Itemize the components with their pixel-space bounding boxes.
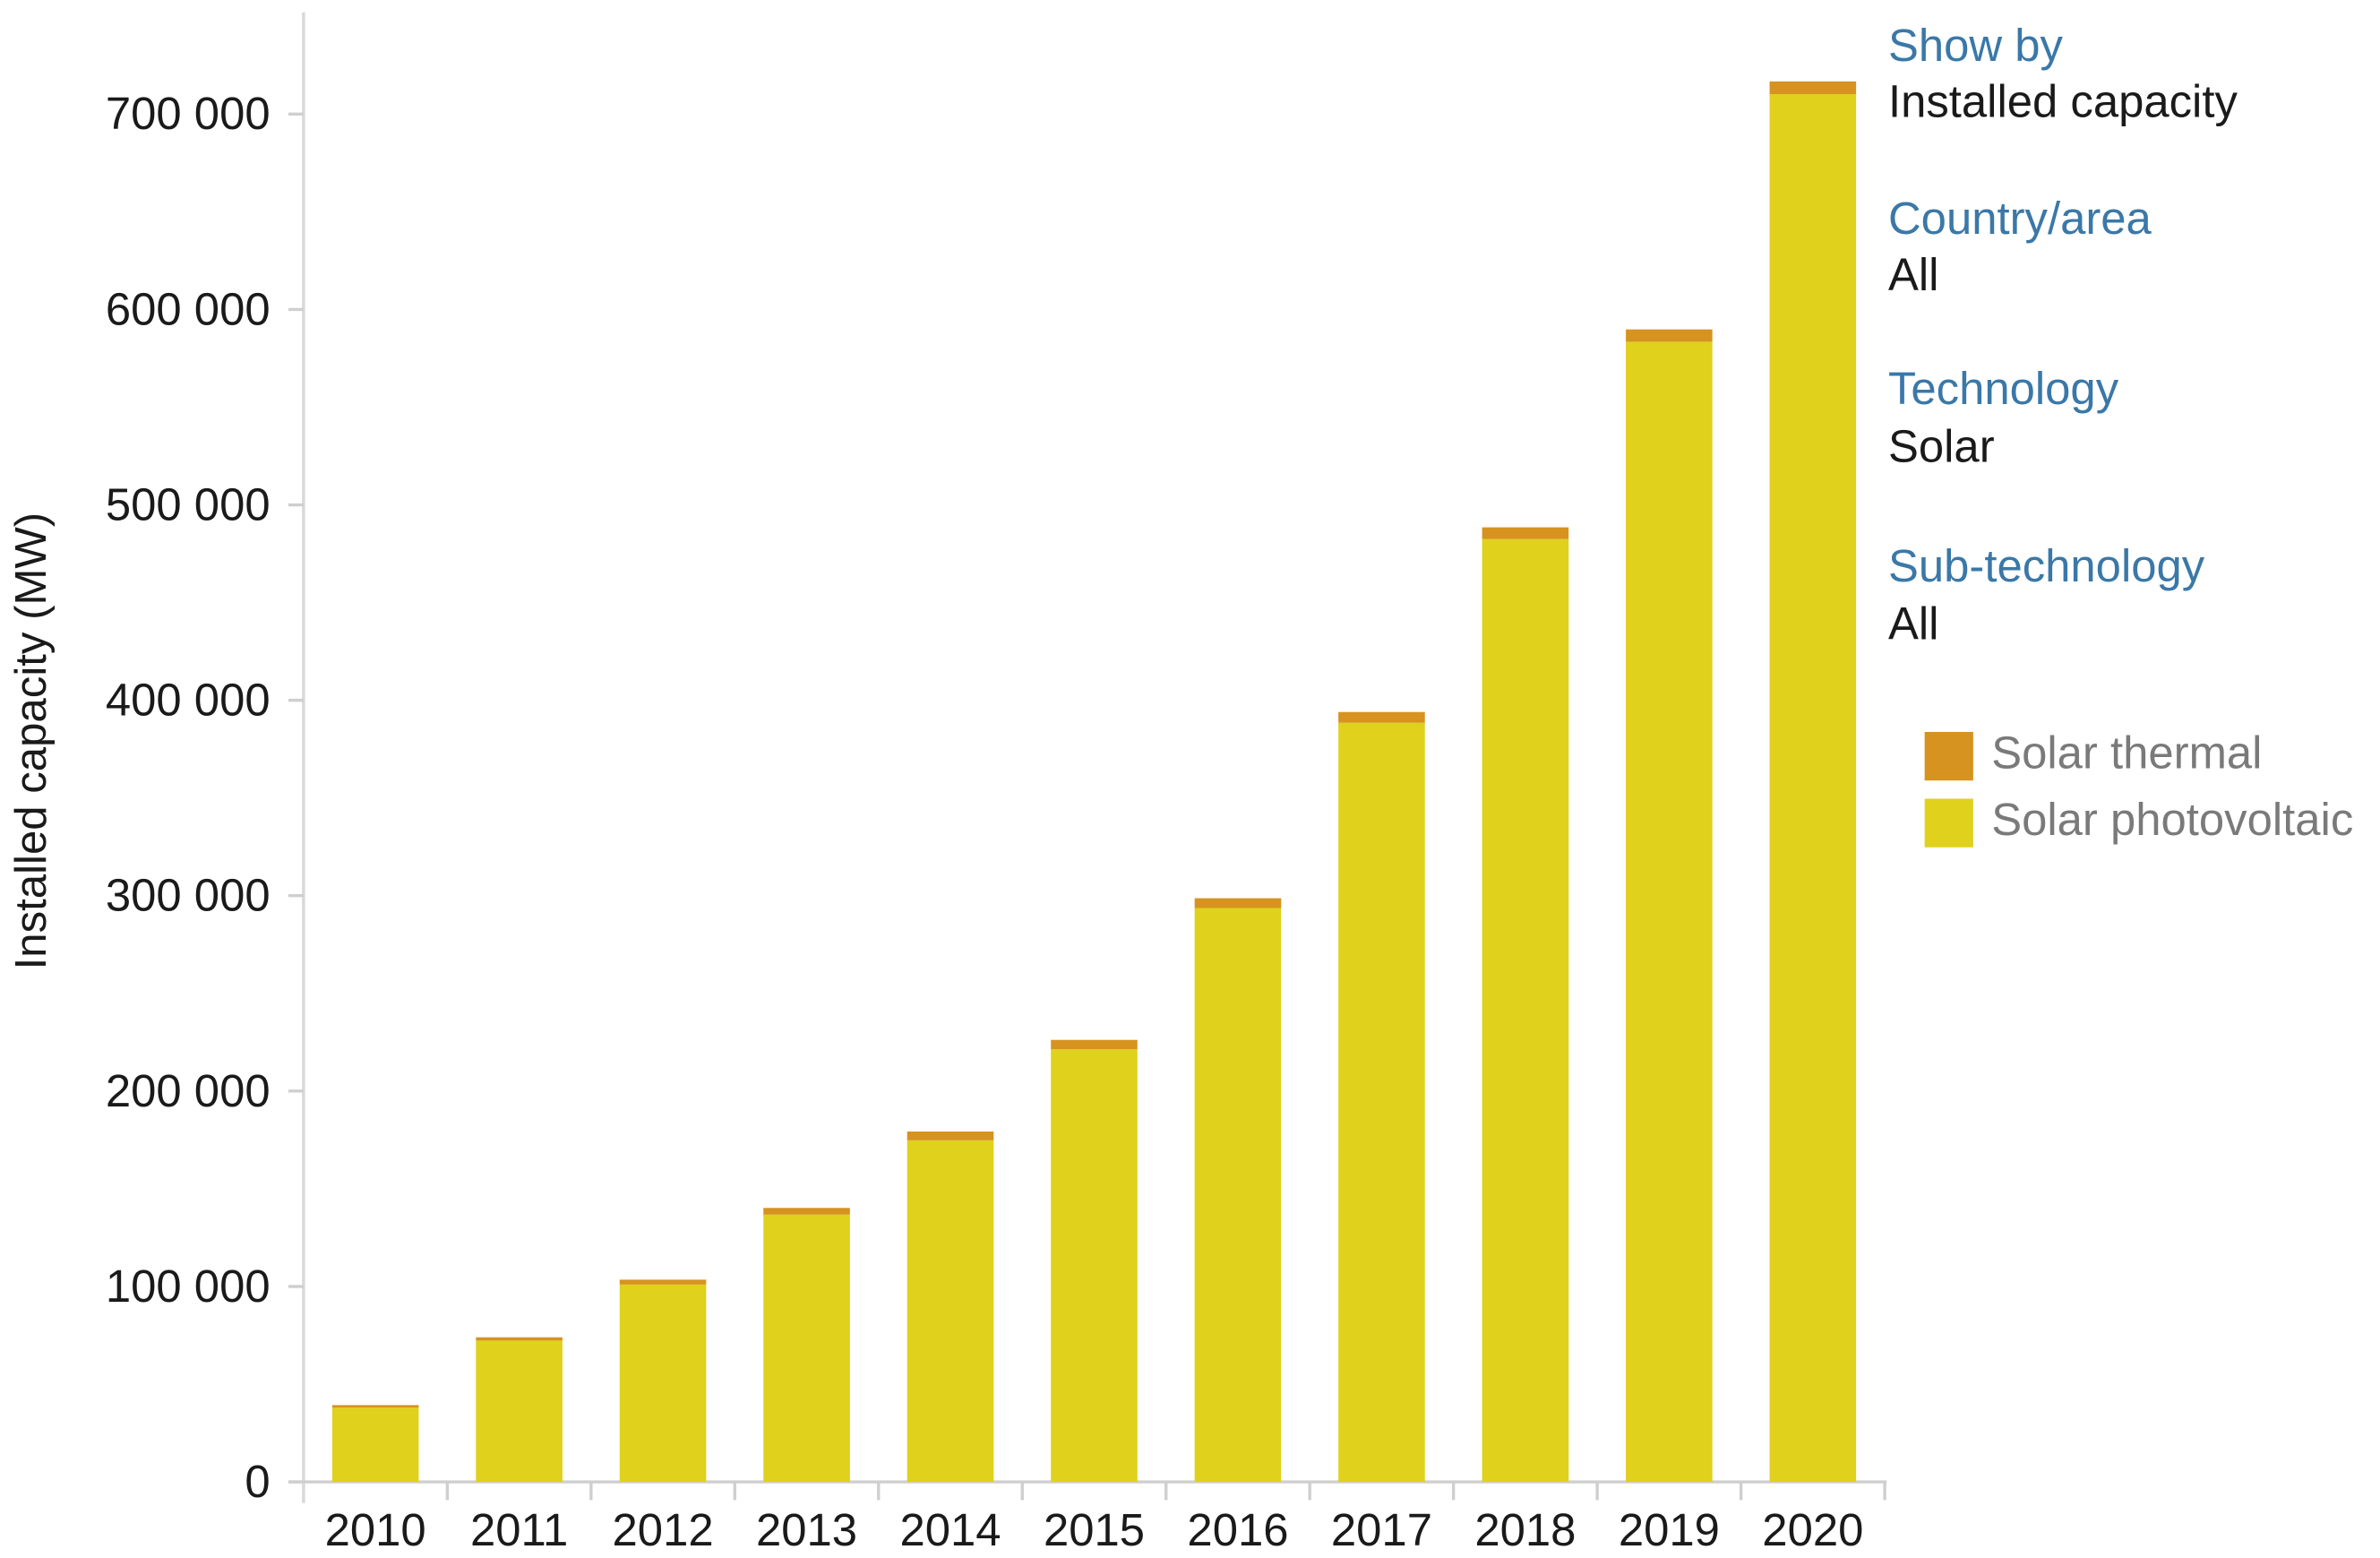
- y-tick-label: 300 000: [106, 870, 271, 921]
- legend-swatch-solar-photovoltaic: [1924, 798, 1973, 848]
- filter-technology-value[interactable]: Solar: [1888, 420, 1995, 471]
- filter-technology-heading[interactable]: Technology: [1888, 363, 2119, 414]
- bar-solar-photovoltaic-2020[interactable]: [1769, 94, 1857, 1483]
- filter-country-heading[interactable]: Country/area: [1888, 193, 2152, 244]
- x-tick-label: 2011: [470, 1504, 568, 1555]
- bar-solar-photovoltaic-2013[interactable]: [763, 1214, 850, 1483]
- bar-solar-thermal-2010[interactable]: [331, 1405, 419, 1408]
- bar-solar-photovoltaic-2012[interactable]: [619, 1284, 707, 1483]
- bar-solar-photovoltaic-2010[interactable]: [331, 1407, 419, 1483]
- bar-solar-photovoltaic-2015[interactable]: [1051, 1049, 1138, 1483]
- filter-panel: Show by Installed capacity Country/area …: [1888, 20, 2238, 650]
- bar-solar-photovoltaic-2017[interactable]: [1338, 722, 1425, 1483]
- y-tick-label: 600 000: [106, 283, 271, 334]
- bar-solar-photovoltaic-2019[interactable]: [1626, 341, 1713, 1483]
- x-tick-label: 2017: [1331, 1504, 1432, 1555]
- bar-solar-photovoltaic-2018[interactable]: [1482, 538, 1569, 1483]
- legend-label-solar-thermal[interactable]: Solar thermal: [1991, 727, 2262, 779]
- filter-country-value[interactable]: All: [1888, 249, 1939, 300]
- bar-solar-thermal-2017[interactable]: [1338, 711, 1425, 723]
- y-tick-label: 400 000: [106, 675, 271, 726]
- bar-solar-thermal-2016[interactable]: [1194, 898, 1282, 908]
- y-tick-label: 700 000: [106, 88, 271, 139]
- bar-solar-thermal-2013[interactable]: [763, 1208, 850, 1215]
- bar-solar-photovoltaic-2011[interactable]: [476, 1340, 563, 1483]
- y-tick-label: 500 000: [106, 478, 271, 529]
- filter-subtech-heading[interactable]: Sub-technology: [1888, 540, 2205, 591]
- x-tick-label: 2015: [1044, 1504, 1145, 1555]
- x-tick-label: 2010: [325, 1504, 426, 1555]
- bar-solar-thermal-2019[interactable]: [1626, 329, 1713, 342]
- x-tick-label: 2013: [756, 1504, 857, 1555]
- y-tick-label: 200 000: [106, 1065, 271, 1116]
- bar-solar-thermal-2014[interactable]: [906, 1131, 994, 1141]
- filter-show-by-value[interactable]: Installed capacity: [1888, 76, 2238, 127]
- bar-solar-thermal-2012[interactable]: [619, 1279, 707, 1285]
- bar-solar-thermal-2015[interactable]: [1051, 1039, 1138, 1050]
- legend: Solar thermal Solar photovoltaic: [1924, 727, 2353, 848]
- x-tick-label: 2020: [1762, 1504, 1863, 1555]
- filter-subtech-value[interactable]: All: [1888, 598, 1939, 650]
- bar-solar-thermal-2011[interactable]: [476, 1337, 563, 1341]
- y-axis-label: Installed capacity (MW): [7, 512, 56, 970]
- x-tick-label: 2019: [1619, 1504, 1720, 1555]
- legend-label-solar-photovoltaic[interactable]: Solar photovoltaic: [1991, 794, 2353, 845]
- y-tick-label: 100 000: [106, 1261, 271, 1312]
- filter-show-by-heading[interactable]: Show by: [1888, 20, 2064, 71]
- legend-swatch-solar-thermal: [1924, 731, 1973, 781]
- x-tick-label: 2016: [1187, 1504, 1288, 1555]
- bar-solar-thermal-2020[interactable]: [1769, 81, 1857, 95]
- y-tick-label: 0: [245, 1456, 270, 1507]
- x-tick-label: 2014: [899, 1504, 1001, 1555]
- bar-solar-thermal-2018[interactable]: [1482, 527, 1569, 539]
- x-tick-label: 2012: [613, 1504, 714, 1555]
- bar-solar-photovoltaic-2016[interactable]: [1194, 908, 1282, 1483]
- bar-solar-photovoltaic-2014[interactable]: [906, 1140, 994, 1483]
- x-tick-label: 2018: [1474, 1504, 1576, 1555]
